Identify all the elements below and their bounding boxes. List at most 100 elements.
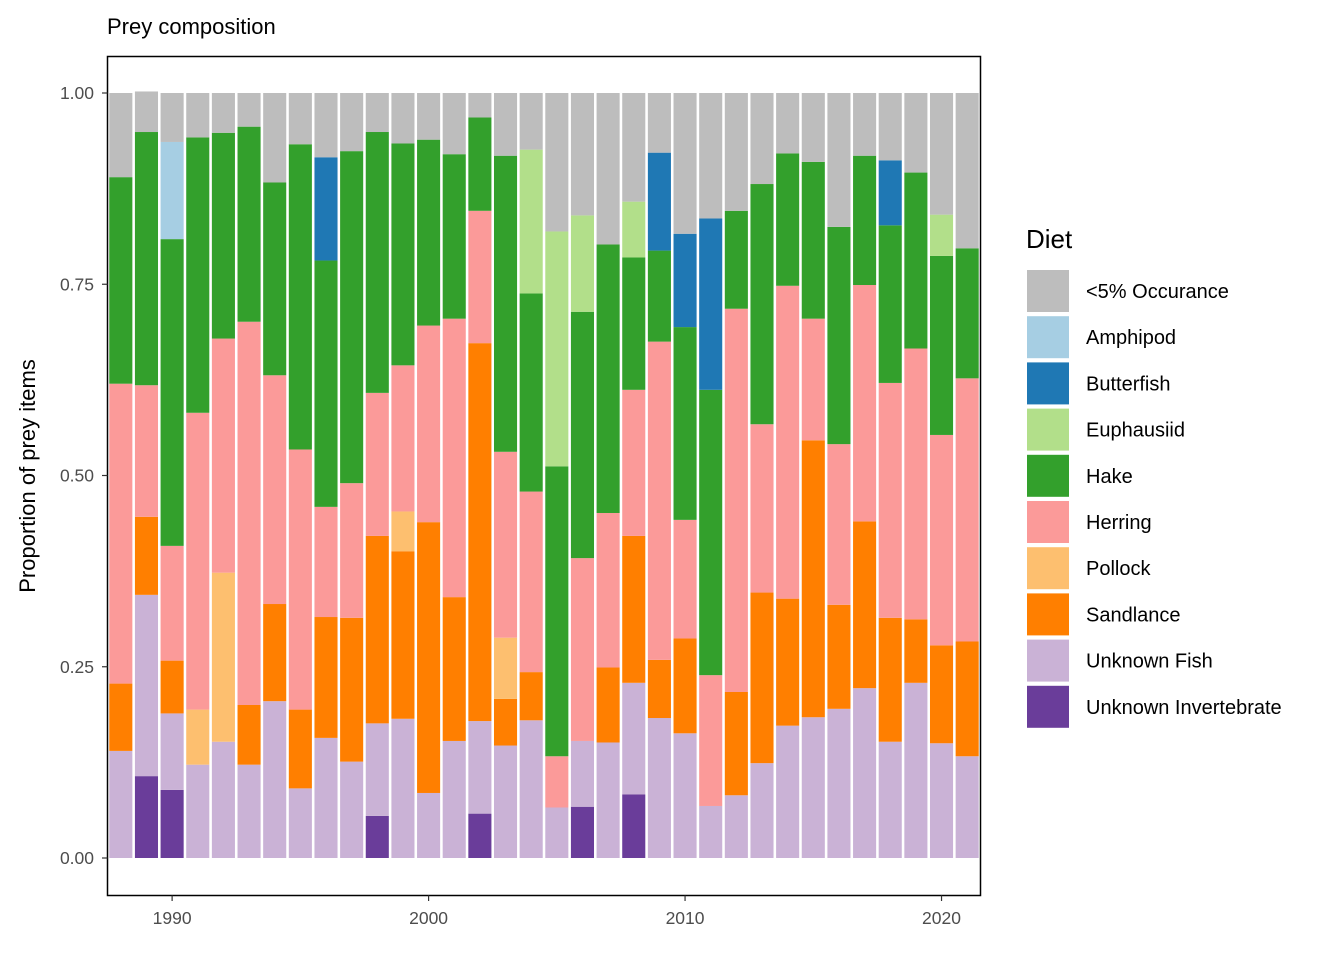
chart-title: Prey composition bbox=[107, 14, 276, 39]
bar-segment bbox=[263, 182, 287, 376]
bar-segment bbox=[570, 558, 595, 741]
bar-segment bbox=[545, 807, 569, 858]
bar-segment bbox=[417, 325, 441, 523]
bar-segment bbox=[570, 215, 595, 312]
bar-segment bbox=[878, 617, 902, 742]
bar-segment bbox=[211, 132, 235, 339]
legend: <5% Occurance Amphipod Butterfish Euphausii… bbox=[1027, 270, 1282, 728]
bar-segment bbox=[596, 93, 620, 245]
bar-segment bbox=[288, 144, 312, 450]
bar-segment bbox=[468, 210, 492, 344]
y-axis: 0.00 0.25 0.50 0.75 1.00 bbox=[60, 83, 108, 868]
bar-segment bbox=[724, 692, 748, 796]
bar-segment bbox=[468, 813, 492, 858]
bar-segment bbox=[314, 93, 338, 158]
bar-segment bbox=[647, 152, 671, 251]
bar-segment bbox=[160, 93, 184, 142]
bar-segment bbox=[134, 132, 159, 386]
bar-segment bbox=[622, 93, 646, 202]
legend-label: Herring bbox=[1086, 512, 1152, 534]
x-tick-label: 2000 bbox=[409, 908, 448, 928]
bar-segment bbox=[186, 764, 210, 858]
bar-segment bbox=[186, 93, 210, 138]
legend-label: Unknown Fish bbox=[1086, 651, 1213, 673]
bar-segment bbox=[417, 93, 441, 140]
bar-segment bbox=[801, 93, 825, 162]
bar-segment bbox=[827, 708, 851, 858]
bar-segment bbox=[442, 93, 466, 155]
bar-segment bbox=[929, 743, 954, 858]
bar-segment bbox=[570, 806, 595, 858]
bar-segment bbox=[878, 741, 902, 858]
bar-segment bbox=[417, 139, 441, 326]
bar-segment bbox=[134, 594, 159, 777]
bar-segment bbox=[622, 257, 646, 390]
bar-segment bbox=[314, 737, 338, 858]
bar-segment bbox=[647, 250, 671, 342]
bar-segment bbox=[417, 792, 441, 858]
bar-segment bbox=[570, 311, 595, 559]
bar-segment bbox=[314, 506, 338, 618]
bar-segment bbox=[596, 667, 620, 743]
bar-segment bbox=[622, 201, 646, 258]
legend-label: Pollock bbox=[1086, 558, 1151, 580]
bar-segment bbox=[134, 385, 159, 517]
bar-segment bbox=[647, 341, 671, 660]
bar-segment bbox=[340, 483, 364, 618]
bar-segment bbox=[186, 137, 210, 413]
bar-segment bbox=[288, 93, 312, 145]
bar-segment bbox=[776, 93, 800, 154]
bar-segment bbox=[340, 93, 364, 152]
bar-segment bbox=[442, 154, 466, 319]
bar-segment bbox=[673, 233, 697, 328]
bar-segment bbox=[237, 764, 261, 858]
bar-segment bbox=[493, 93, 518, 156]
legend-swatch bbox=[1027, 270, 1069, 312]
bar-segment bbox=[109, 93, 133, 178]
bar-segment bbox=[391, 551, 415, 719]
bar-segment bbox=[929, 214, 954, 256]
legend-swatch bbox=[1027, 593, 1069, 636]
bar-segment bbox=[776, 725, 800, 858]
bar-segment bbox=[955, 378, 979, 642]
bar-segment bbox=[365, 535, 389, 724]
bar-segment bbox=[673, 733, 697, 858]
legend-swatch bbox=[1027, 454, 1069, 497]
bar-segment bbox=[596, 742, 620, 858]
bar-segment bbox=[827, 604, 851, 709]
bar-segment bbox=[109, 383, 133, 684]
legend-swatch bbox=[1027, 685, 1069, 728]
bar-segment bbox=[827, 226, 851, 445]
bar-segment bbox=[519, 672, 543, 721]
bar-segment bbox=[827, 93, 851, 227]
legend-title: Diet bbox=[1026, 224, 1073, 254]
bar-segment bbox=[365, 132, 389, 393]
bar-segment bbox=[263, 93, 287, 183]
bar-segment bbox=[160, 789, 184, 858]
bar-segment bbox=[622, 535, 646, 683]
bar-segment bbox=[340, 761, 364, 858]
bar-segment bbox=[596, 512, 620, 668]
legend-label: Sandlance bbox=[1086, 604, 1181, 626]
bar-segment bbox=[263, 604, 287, 702]
bar-segment bbox=[288, 709, 312, 789]
bar-segment bbox=[160, 239, 184, 546]
bar-segment bbox=[211, 93, 235, 133]
bar-segment bbox=[622, 682, 646, 795]
bar-segment bbox=[365, 93, 389, 133]
bar-segment bbox=[237, 705, 261, 765]
bar-segment bbox=[160, 545, 184, 661]
bar-segment bbox=[314, 157, 338, 261]
bar-segment bbox=[391, 143, 415, 366]
legend-label: Euphausiid bbox=[1086, 420, 1185, 442]
bar-segment bbox=[724, 795, 748, 858]
bar-segment bbox=[904, 172, 928, 349]
bar-segment bbox=[699, 218, 723, 390]
bar-segment bbox=[801, 440, 825, 718]
y-axis-label: Proportion of prey items bbox=[15, 359, 40, 593]
bar-segment bbox=[929, 255, 954, 435]
bar-segment bbox=[776, 153, 800, 286]
bar-segment bbox=[929, 434, 954, 646]
bar-segment bbox=[545, 466, 569, 757]
legend-label: Hake bbox=[1086, 466, 1133, 488]
